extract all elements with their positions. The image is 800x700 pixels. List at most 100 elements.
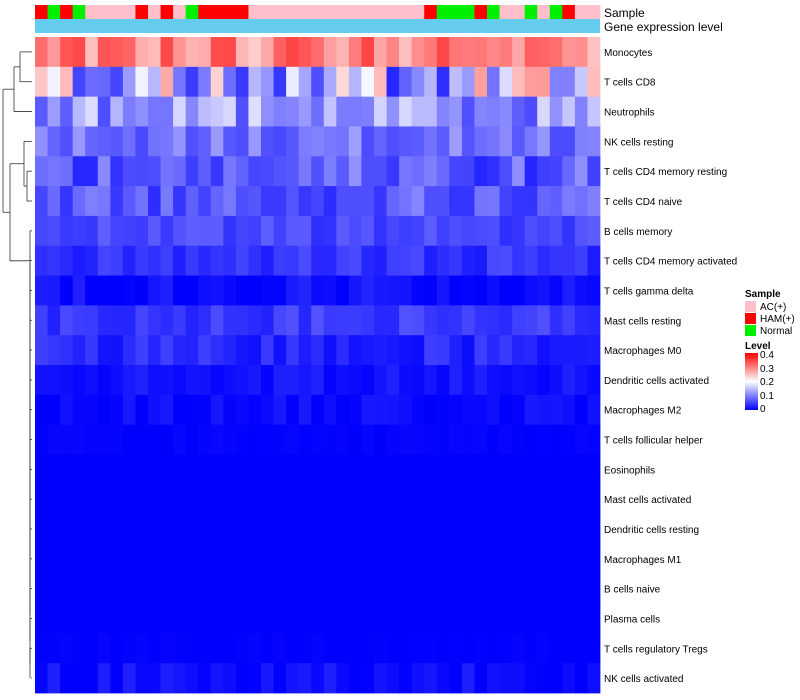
row-label: NK cells resting: [604, 137, 673, 148]
heatmap-cell: [424, 335, 438, 366]
heatmap-cell: [436, 305, 450, 336]
heatmap-cell: [298, 484, 312, 515]
heatmap-cell: [361, 215, 375, 247]
heatmap-cell: [549, 543, 563, 575]
heatmap-cell: [235, 365, 249, 396]
heatmap-cell: [487, 156, 500, 187]
heatmap-cell: [261, 156, 274, 187]
heatmap-cell: [273, 603, 287, 634]
heatmap-cell: [248, 543, 262, 575]
heatmap-cell: [336, 514, 350, 545]
heatmap-cell: [311, 275, 325, 306]
heatmap-cell: [537, 424, 551, 455]
heatmap-cell: [549, 126, 563, 157]
heatmap-cell: [173, 543, 187, 575]
heatmap-cell: [562, 633, 576, 664]
heatmap-cell: [47, 215, 61, 247]
heatmap-cell: [487, 394, 500, 426]
heatmap-cell: [336, 484, 350, 515]
heatmap-cell: [47, 514, 61, 545]
heatmap-cell: [386, 215, 400, 247]
heatmap-cell: [298, 543, 312, 575]
sample-annotation-cell: [436, 5, 450, 19]
heatmap-cell: [223, 424, 237, 455]
heatmap-cell: [198, 394, 212, 426]
heatmap-cell: [122, 633, 136, 664]
heatmap-cell: [449, 126, 463, 157]
heatmap-cell: [110, 305, 124, 336]
sample-annotation-cell: [286, 5, 300, 19]
heatmap-cell: [261, 126, 274, 157]
heatmap-cell: [587, 394, 601, 426]
heatmap-cell: [261, 365, 274, 396]
heatmap-cell: [487, 484, 500, 515]
heatmap-cell: [411, 365, 425, 396]
heatmap-cell: [374, 514, 387, 545]
heatmap-cell: [122, 514, 136, 545]
heatmap-cell: [261, 514, 274, 545]
heatmap-cell: [461, 573, 475, 604]
heatmap-cell: [386, 454, 400, 485]
heatmap-cell: [336, 424, 350, 455]
heatmap-cell: [210, 215, 224, 247]
heatmap-cell: [512, 37, 526, 68]
heatmap-cell: [524, 633, 538, 664]
heatmap-cell: [235, 96, 249, 127]
row-dendrogram: [2, 51, 32, 679]
heatmap-cell: [323, 126, 337, 157]
heatmap-cell: [323, 275, 337, 306]
heatmap-cell: [273, 245, 287, 276]
heatmap-cell: [35, 365, 48, 396]
heatmap-cell: [298, 305, 312, 336]
heatmap-cell: [173, 275, 187, 306]
heatmap-cell: [574, 335, 588, 366]
heatmap-cell: [47, 66, 61, 98]
heatmap-cell: [399, 335, 413, 366]
heatmap-cell: [122, 335, 136, 366]
heatmap-cell: [436, 66, 450, 98]
heatmap-cell: [135, 365, 149, 396]
heatmap-cell: [210, 335, 224, 366]
heatmap-cell: [336, 633, 350, 664]
heatmap-cell: [399, 365, 413, 396]
heatmap-cell: [512, 335, 526, 366]
heatmap-cell: [85, 126, 99, 157]
heatmap-cell: [223, 365, 237, 396]
heatmap-cell: [148, 603, 161, 634]
heatmap-cell: [574, 394, 588, 426]
heatmap-cell: [562, 305, 576, 336]
heatmap-cell: [562, 573, 576, 604]
heatmap-cell: [286, 215, 300, 247]
heatmap-cell: [587, 454, 601, 485]
heatmap-cell: [348, 156, 362, 187]
heatmap-cell: [122, 305, 136, 336]
heatmap-cell: [399, 454, 413, 485]
heatmap-cell: [47, 126, 61, 157]
heatmap-cell: [122, 394, 136, 426]
heatmap-cell: [399, 663, 413, 694]
heatmap-cell: [323, 603, 337, 634]
heatmap-cell: [173, 514, 187, 545]
heatmap-cell: [273, 573, 287, 604]
heatmap-cell: [461, 543, 475, 575]
heatmap-cell: [424, 484, 438, 515]
sample-annotation-cell: [273, 5, 287, 19]
heatmap-cell: [298, 245, 312, 276]
heatmap-cell: [110, 424, 124, 455]
heatmap-cell: [85, 573, 99, 604]
heatmap-cell: [537, 126, 551, 157]
heatmap-cell: [361, 633, 375, 664]
heatmap-cell: [361, 484, 375, 515]
heatmap-cell: [474, 37, 488, 68]
heatmap-cell: [374, 37, 387, 68]
heatmap-cell: [474, 603, 488, 634]
heatmap-cell: [424, 96, 438, 127]
heatmap-cell: [323, 394, 337, 426]
heatmap-cell: [286, 156, 300, 187]
heatmap-cell: [286, 66, 300, 98]
heatmap-cell: [148, 335, 161, 366]
heatmap-cell: [449, 305, 463, 336]
heatmap-cell: [47, 275, 61, 306]
heatmap-cell: [549, 394, 563, 426]
row-label: Monocytes: [604, 48, 652, 59]
